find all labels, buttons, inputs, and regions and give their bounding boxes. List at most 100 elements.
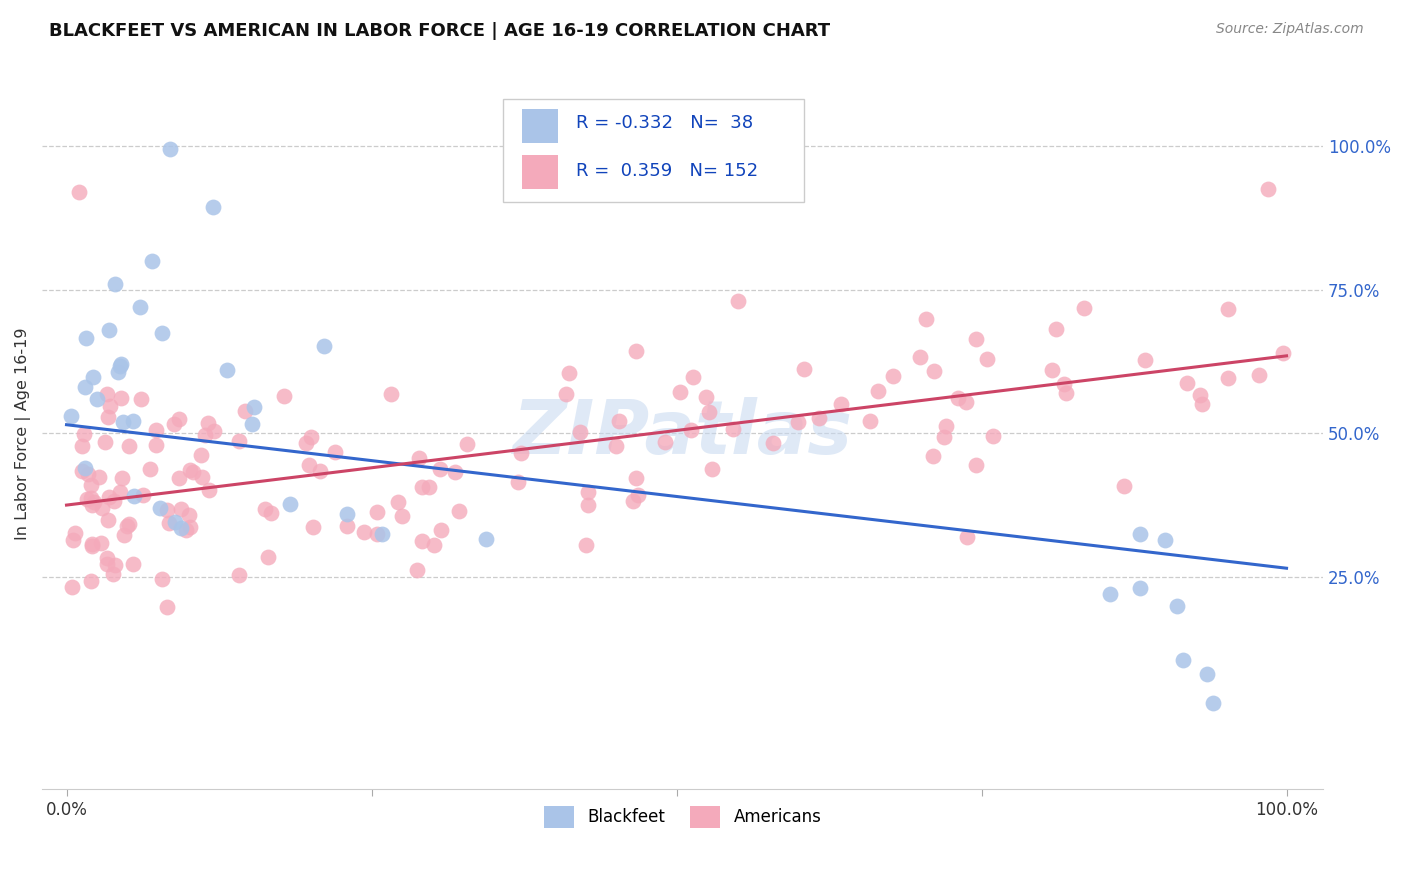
Text: R =  0.359   N= 152: R = 0.359 N= 152 [576,161,758,179]
Point [568,425,591,439]
Legend: Blackfeet, Americans: Blackfeet, Americans [537,799,828,834]
Point [170,501,193,516]
Point [908,350,931,364]
Point [444,465,467,479]
Point [605,439,627,453]
Point [1202,696,1225,710]
Point [762,436,785,450]
Point [156,600,179,615]
Point [830,397,852,411]
Point [98,399,121,413]
Point [181,465,204,479]
Point [700,462,723,476]
Point [110,485,132,500]
Point [1053,376,1076,391]
Point [1197,667,1219,681]
Point [366,526,388,541]
Point [1045,322,1067,336]
Point [75,331,97,345]
Point [1129,582,1152,596]
Point [474,533,496,547]
Point [336,507,359,521]
Point [882,369,904,384]
Point [131,488,153,502]
Point [934,430,956,444]
Point [165,515,187,529]
Point [228,567,250,582]
Point [429,462,451,476]
Point [1216,371,1239,385]
Point [62,533,84,547]
Point [169,470,191,484]
Point [83,495,105,509]
Point [86,392,108,406]
Point [371,526,394,541]
Point [294,436,316,450]
Point [98,323,121,337]
Point [387,495,409,509]
Point [145,423,167,437]
Point [87,470,110,484]
Point [955,394,977,409]
Point [447,504,470,518]
Text: ZIPatlas: ZIPatlas [513,397,852,470]
Text: Source: ZipAtlas.com: Source: ZipAtlas.com [1216,22,1364,37]
Point [1249,368,1271,383]
Point [112,528,135,542]
Text: BLACKFEET VS AMERICAN IN LABOR FORCE | AGE 16-19 CORRELATION CHART: BLACKFEET VS AMERICAN IN LABOR FORCE | A… [49,22,831,40]
Point [411,534,433,549]
Point [353,524,375,539]
Point [1271,346,1294,360]
Point [456,437,478,451]
Point [669,384,692,399]
Point [576,484,599,499]
Point [170,521,193,535]
Point [254,502,277,516]
Point [96,387,118,401]
Point [430,523,453,537]
Point [80,540,103,554]
Point [191,469,214,483]
Point [312,339,335,353]
Point [298,458,321,472]
Point [63,525,86,540]
Point [391,508,413,523]
Point [104,558,127,573]
Y-axis label: In Labor Force | Age 16-19: In Labor Force | Age 16-19 [15,327,31,540]
Point [423,538,446,552]
Point [1171,653,1194,667]
Point [654,435,676,450]
Point [575,538,598,552]
Point [80,491,103,505]
Point [418,480,440,494]
Point [159,142,181,156]
Point [194,428,217,442]
Point [79,574,101,589]
Point [1133,352,1156,367]
Point [118,517,141,532]
Point [174,523,197,537]
Point [108,359,131,374]
Point [128,300,150,314]
Point [405,564,427,578]
Point [1054,386,1077,401]
Point [965,332,987,346]
Point [150,326,173,340]
Point [139,462,162,476]
Point [695,390,717,404]
Point [90,536,112,550]
Point [240,417,263,431]
Point [922,364,945,378]
Point [956,530,979,544]
Point [624,471,647,485]
FancyBboxPatch shape [523,154,558,189]
Point [1189,387,1212,401]
Point [627,488,650,502]
Point [624,344,647,359]
Point [621,494,644,508]
Point [228,434,250,448]
Point [336,519,359,533]
Point [97,513,120,527]
Point [727,294,749,309]
Point [1166,599,1188,613]
